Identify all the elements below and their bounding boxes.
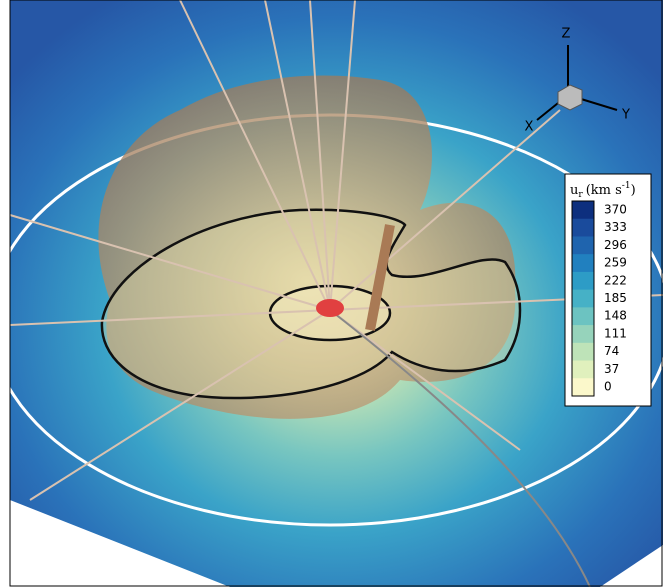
colorbar-swatch <box>572 254 594 273</box>
colorbar-tick-label: 333 <box>604 220 627 234</box>
y-label: Y <box>621 108 630 123</box>
colorbar-swatch <box>572 218 594 237</box>
title-superscript: -1 <box>622 181 631 191</box>
colorbar-outline <box>571 200 595 397</box>
title-close: ) <box>631 183 636 198</box>
z-label: Z <box>562 27 571 42</box>
core <box>316 299 344 317</box>
x-label: X <box>525 120 534 135</box>
title-unit: (km s <box>586 183 622 198</box>
colorbar-tick-label: 0 <box>604 380 612 394</box>
colorbar-tick-label: 111 <box>604 326 627 340</box>
colorbar-swatch <box>572 236 594 255</box>
colorbar-tick-label: 222 <box>604 273 627 287</box>
colorbar-swatch <box>572 325 594 344</box>
axis-triad: Z Y X <box>525 27 630 135</box>
colorbar-tick-label: 148 <box>604 309 627 323</box>
colorbar-swatch <box>572 360 594 379</box>
colorbar-tick-label: 74 <box>604 344 619 358</box>
field-lines <box>9 0 663 587</box>
colorbar-tick-label: 370 <box>604 202 627 216</box>
colorbar-title: ur (km s-1) <box>570 181 636 200</box>
colorbar-swatch <box>572 378 594 397</box>
colorbar-swatch <box>572 307 594 326</box>
title-symbol: u <box>570 183 578 198</box>
colorbar-tick-label: 37 <box>604 362 619 376</box>
colorbar-swatch <box>572 201 594 220</box>
colorbar-tick-label: 259 <box>604 256 627 270</box>
title-subscript: r <box>578 190 583 200</box>
current-sheet <box>365 224 395 331</box>
surface-blob <box>98 75 516 419</box>
colorbar-tick-label: 296 <box>604 238 627 252</box>
frame <box>9 0 663 587</box>
colorbar-swatch <box>572 271 594 291</box>
axis-cube <box>557 84 583 111</box>
colorbar-swatch <box>572 289 594 308</box>
colorbar-tick-label: 185 <box>604 291 627 305</box>
colorbar-swatch <box>572 342 594 362</box>
